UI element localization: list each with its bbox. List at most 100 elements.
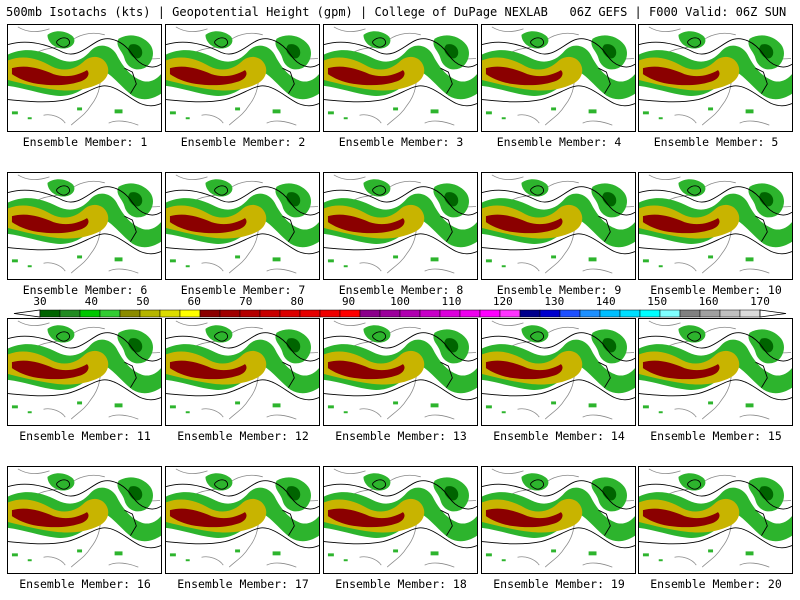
colorbar-swatch: [419, 309, 441, 318]
ensemble-member-label: Ensemble Member: 6: [22, 283, 148, 297]
colorbar-tick-label: 140: [595, 295, 616, 308]
ensemble-member-map: [323, 24, 478, 132]
isotach-map-graphic: [639, 26, 792, 126]
colorbar-swatch: [239, 309, 261, 318]
isotach-colorbar: [13, 309, 787, 318]
ensemble-member-map: [7, 466, 162, 574]
ensemble-member-label: Ensemble Member: 9: [496, 283, 622, 297]
colorbar-swatch: [79, 309, 101, 318]
colorbar-swatch: [679, 309, 701, 318]
isotach-map-graphic: [639, 468, 792, 568]
ensemble-member-label: Ensemble Member: 13: [335, 429, 467, 443]
ensemble-member-map: [165, 172, 320, 280]
ensemble-member-map: [323, 318, 478, 426]
colorbar-tick-label: 40: [84, 295, 99, 308]
ensemble-member-label: Ensemble Member: 1: [22, 135, 148, 149]
ensemble-member-map: [165, 318, 320, 426]
colorbar-swatch: [699, 309, 721, 318]
colorbar-swatch: [379, 309, 401, 318]
ensemble-member-map: [7, 24, 162, 132]
isotach-map-graphic: [8, 320, 161, 420]
ensemble-member-map: [323, 466, 478, 574]
colorbar-swatch: [599, 309, 621, 318]
ensemble-member-map: [638, 466, 793, 574]
ensemble-member-map: [481, 318, 636, 426]
colorbar-tick-label: 160: [698, 295, 719, 308]
isotach-map-graphic: [8, 468, 161, 568]
colorbar-tick-labels: 30 40 50 60 70 80 90 100 110 120 130 140 150 160 170: [0, 296, 800, 308]
ensemble-member-label: Ensemble Member: 5: [653, 135, 779, 149]
colorbar-tick-label: 30: [33, 295, 47, 308]
colorbar-tick-label: 100: [390, 295, 410, 308]
colorbar-swatch: [299, 309, 321, 318]
isotach-map-graphic: [639, 174, 792, 274]
colorbar-swatch: [159, 309, 181, 318]
colorbar-left-arrow: [13, 309, 41, 318]
colorbar-swatch: [39, 309, 61, 318]
colorbar-tick-label: 120: [492, 295, 513, 308]
colorbar-swatch: [559, 309, 581, 318]
ensemble-member-map: [165, 466, 320, 574]
colorbar-swatch: [179, 309, 201, 318]
colorbar-tick-label: 170: [750, 295, 770, 308]
colorbar-tick-label: 150: [647, 295, 668, 308]
isotach-map-graphic: [324, 174, 477, 274]
ensemble-member-label: Ensemble Member: 19: [493, 577, 625, 591]
isotach-map-graphic: [482, 468, 635, 568]
isotach-map-graphic: [324, 320, 477, 420]
ensemble-member-label: Ensemble Member: 18: [335, 577, 467, 591]
ensemble-member-label: Ensemble Member: 12: [177, 429, 309, 443]
ensemble-member-map: [481, 24, 636, 132]
colorbar-swatch: [219, 309, 241, 318]
ensemble-member-label: Ensemble Member: 3: [338, 135, 464, 149]
colorbar-tick-label: 110: [441, 295, 462, 308]
ensemble-member-label: Ensemble Member: 16: [19, 577, 151, 591]
colorbar-swatch: [719, 309, 741, 318]
colorbar-tick-label: 60: [187, 295, 201, 308]
ensemble-member-map: [323, 172, 478, 280]
colorbar-swatch: [279, 309, 301, 318]
colorbar-tick-label: 50: [136, 295, 150, 308]
colorbar-swatch: [339, 309, 361, 318]
isotach-map-graphic: [166, 26, 319, 126]
colorbar-swatch: [399, 309, 421, 318]
ensemble-member-map: [481, 466, 636, 574]
colorbar-swatch: [99, 309, 121, 318]
ensemble-member-label: Ensemble Member: 7: [180, 283, 306, 297]
colorbar-swatch: [639, 309, 661, 318]
isotach-map-graphic: [482, 320, 635, 420]
isotach-map-graphic: [324, 468, 477, 568]
isotach-map-graphic: [482, 174, 635, 274]
ensemble-member-label: Ensemble Member: 17: [177, 577, 309, 591]
colorbar-swatch: [519, 309, 541, 318]
isotach-map-graphic: [639, 320, 792, 420]
colorbar-swatch: [259, 309, 281, 318]
colorbar-swatch: [59, 309, 81, 318]
ensemble-member-label: Ensemble Member: 8: [338, 283, 464, 297]
ensemble-member-map: [7, 172, 162, 280]
colorbar-tick-label: 130: [544, 295, 565, 308]
colorbar-swatch: [459, 309, 481, 318]
colorbar-swatch: [539, 309, 561, 318]
ensemble-member-label: Ensemble Member: 20: [650, 577, 782, 591]
isotach-map-graphic: [166, 174, 319, 274]
ensemble-member-label: Ensemble Member: 11: [19, 429, 151, 443]
colorbar-swatch: [139, 309, 161, 318]
ensemble-member-map: [638, 318, 793, 426]
ensemble-member-label: Ensemble Member: 2: [180, 135, 306, 149]
colorbar-swatch: [619, 309, 641, 318]
isotach-map-graphic: [324, 26, 477, 126]
map-title: 500mb Isotachs (kts) | Geopotential Heig…: [6, 5, 794, 19]
colorbar-tick-label: 90: [341, 295, 356, 308]
isotach-map-graphic: [482, 26, 635, 126]
ensemble-member-map: [481, 172, 636, 280]
colorbar-swatch: [319, 309, 341, 318]
colorbar-swatch: [119, 309, 141, 318]
ensemble-member-label: Ensemble Member: 14: [493, 429, 625, 443]
ensemble-member-map: [638, 172, 793, 280]
ensemble-member-label: Ensemble Member: 10: [650, 283, 782, 297]
colorbar-tick-label: 70: [239, 295, 253, 308]
isotach-map-graphic: [166, 468, 319, 568]
colorbar-swatch: [479, 309, 501, 318]
ensemble-member-map: [7, 318, 162, 426]
